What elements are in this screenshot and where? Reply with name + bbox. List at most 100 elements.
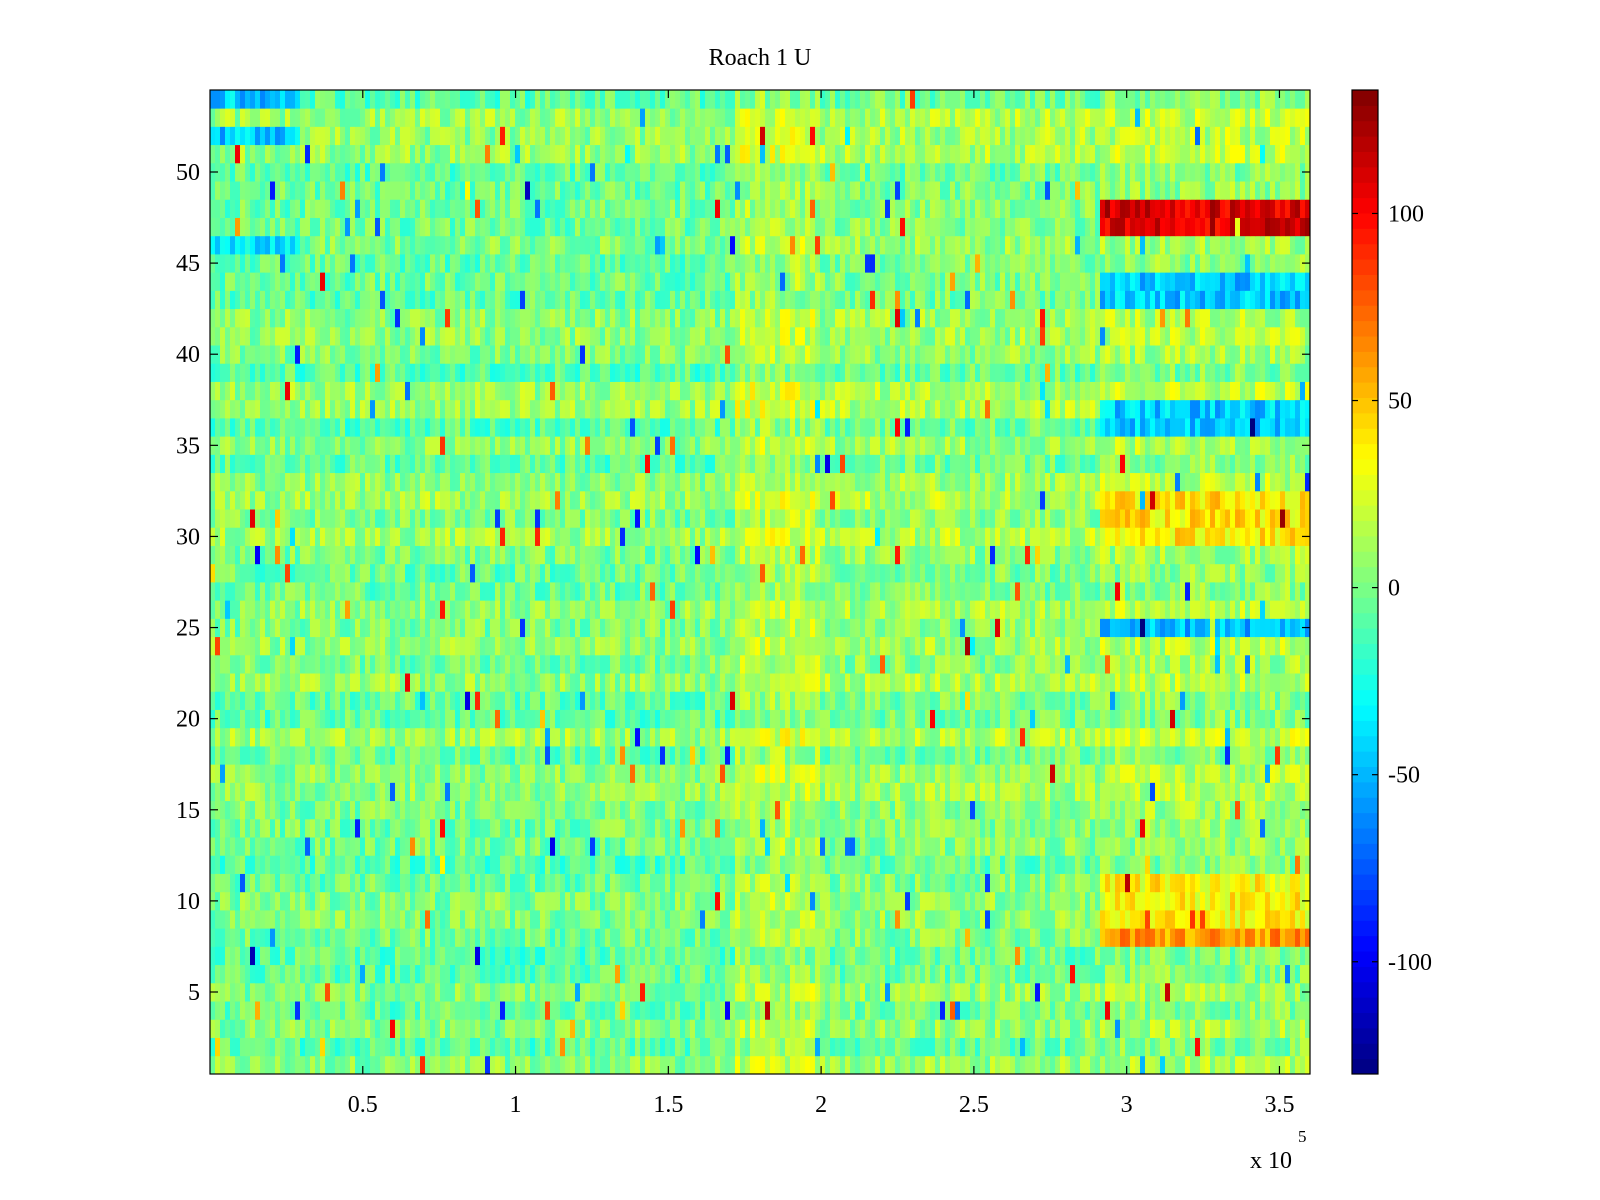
heatmap-cell (1205, 1055, 1211, 1075)
heatmap-cell (985, 891, 991, 911)
heatmap-cell (1025, 855, 1031, 874)
heatmap-cell (540, 746, 546, 765)
heatmap-cell (835, 910, 841, 929)
heatmap-cell (1190, 837, 1196, 856)
heatmap-cell (945, 709, 951, 729)
heatmap-cell (405, 910, 411, 929)
heatmap-cell (875, 746, 881, 765)
heatmap-cell (1020, 746, 1026, 765)
heatmap-cell (540, 982, 546, 1002)
heatmap-cell (645, 928, 651, 947)
heatmap-cell (365, 873, 371, 893)
heatmap-cell (1200, 1055, 1206, 1075)
heatmap-cell (435, 964, 441, 984)
heatmap-cell (1275, 928, 1281, 947)
heatmap-cell (480, 964, 486, 984)
heatmap-cell (760, 1019, 766, 1038)
heatmap-cell (1035, 818, 1041, 838)
heatmap-cell (250, 1037, 256, 1057)
heatmap-cell (435, 891, 441, 911)
heatmap-cell (1055, 691, 1061, 710)
heatmap-cell (885, 1001, 891, 1020)
heatmap-cell (970, 1001, 976, 1020)
heatmap-cell (630, 1055, 636, 1075)
heatmap-cell (1190, 800, 1196, 820)
heatmap-cell (715, 982, 721, 1002)
heatmap-cell (525, 800, 531, 820)
heatmap-cell (1075, 691, 1081, 710)
heatmap-cell (955, 782, 961, 802)
heatmap-cell (600, 946, 606, 966)
heatmap-cell (510, 1019, 516, 1038)
heatmap-cell (530, 800, 536, 820)
heatmap-cell (1285, 910, 1291, 929)
heatmap-cell (220, 1019, 226, 1038)
heatmap-cell (230, 928, 236, 947)
heatmap-cell (820, 928, 826, 947)
heatmap-cell (590, 1019, 596, 1038)
heatmap-cell (1140, 873, 1146, 893)
heatmap-cell (405, 800, 411, 820)
heatmap-cell (495, 946, 501, 966)
heatmap-cell (425, 1055, 431, 1075)
heatmap-cell (900, 873, 906, 893)
heatmap-cell (215, 691, 221, 710)
heatmap-cell (255, 928, 261, 947)
heatmap-cell (535, 782, 541, 802)
heatmap-cell (990, 782, 996, 802)
heatmap-cell (850, 800, 856, 820)
heatmap-cell (220, 691, 226, 710)
heatmap-cell (790, 946, 796, 966)
heatmap-cell (1070, 727, 1076, 747)
heatmap-cell (765, 654, 771, 674)
heatmap-cell (865, 982, 871, 1002)
heatmap-cell (595, 654, 601, 674)
heatmap-cell (595, 837, 601, 856)
heatmap-cell (665, 818, 671, 838)
heatmap-cell (890, 691, 896, 710)
heatmap-cell (405, 928, 411, 947)
heatmap-cell (315, 873, 321, 893)
heatmap-cell (1125, 1019, 1131, 1038)
heatmap-cell (645, 818, 651, 838)
heatmap-cell (1255, 891, 1261, 911)
heatmap-cell (765, 873, 771, 893)
heatmap-cell (685, 910, 691, 929)
heatmap-cell (1100, 855, 1106, 874)
heatmap-cell (1275, 873, 1281, 893)
heatmap-cell (715, 709, 721, 729)
heatmap-cell (900, 910, 906, 929)
heatmap-cell (1085, 727, 1091, 747)
heatmap-cell (905, 928, 911, 947)
heatmap-cell (635, 928, 641, 947)
heatmap-cell (260, 1037, 266, 1057)
heatmap-cell (250, 818, 256, 838)
heatmap-cell (785, 782, 791, 802)
heatmap-cell (350, 1037, 356, 1057)
heatmap-cell (1290, 910, 1296, 929)
heatmap-cell (690, 928, 696, 947)
heatmap-cell (710, 654, 716, 674)
heatmap-cell (445, 982, 451, 1002)
heatmap-cell (1150, 782, 1156, 802)
heatmap-cell (1175, 946, 1181, 966)
heatmap-cell (1075, 982, 1081, 1002)
heatmap-cell (655, 873, 661, 893)
heatmap-cell (1245, 727, 1251, 747)
heatmap-cell (210, 727, 216, 747)
heatmap-cell (1160, 691, 1166, 710)
heatmap-cell (410, 764, 416, 783)
heatmap-cell (1105, 855, 1111, 874)
heatmap-cell (1105, 873, 1111, 893)
heatmap-cell (525, 1037, 531, 1057)
heatmap-cell (1160, 818, 1166, 838)
heatmap-cell (905, 1019, 911, 1038)
heatmap-cell (710, 782, 716, 802)
heatmap-cell (1175, 910, 1181, 929)
heatmap-cell (750, 782, 756, 802)
heatmap-cell (710, 928, 716, 947)
heatmap-cell (670, 928, 676, 947)
heatmap-cell (570, 891, 576, 911)
heatmap-cell (685, 1001, 691, 1020)
heatmap-cell (640, 1019, 646, 1038)
